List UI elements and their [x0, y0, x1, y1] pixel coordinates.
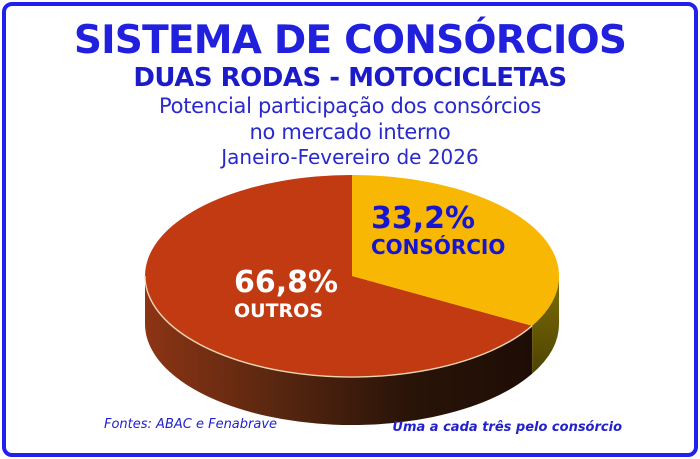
pie-label-outros-value: 66,8%: [234, 265, 339, 300]
chart-period: Janeiro-Fevereiro de 2026: [221, 145, 479, 170]
source-note: Fontes: ABAC e Fenabrave: [104, 417, 278, 432]
chart-caption-line1: Potencial participação dos consórcios: [159, 94, 541, 119]
conclusion-note: Uma a cada três pelo consórcio: [392, 420, 622, 435]
slide-header: SISTEMA DE CONSÓRCIOS DUAS RODAS - MOTOC…: [0, 18, 700, 170]
pie-label-outros-name: OUTROS: [234, 300, 324, 322]
page-subtitle: DUAS RODAS - MOTOCICLETAS: [133, 62, 567, 93]
pie-label-consorcio: 33,2% CONSÓRCIO: [371, 201, 506, 259]
page-title: SISTEMA DE CONSÓRCIOS: [73, 18, 627, 63]
pie-label-outros: 66,8% OUTROS: [234, 268, 338, 321]
pie-label-consorcio-name: CONSÓRCIO: [371, 235, 506, 259]
pie-label-consorcio-value: 33,2%: [371, 201, 476, 236]
chart-caption-line2: no mercado interno: [249, 119, 451, 144]
